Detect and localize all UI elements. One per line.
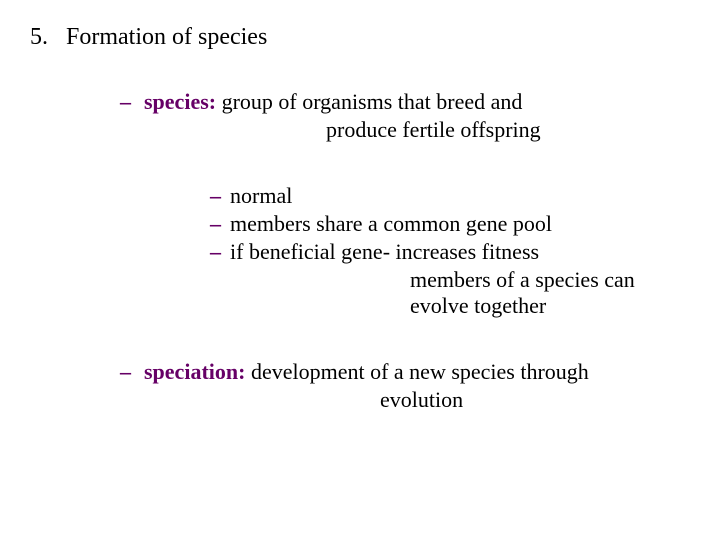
definition-line2: produce fertile offspring xyxy=(326,117,680,143)
slide: 5. Formation of species – species: group… xyxy=(0,0,720,540)
list-item-text-line1: if beneficial gene- increases fitness xyxy=(230,239,539,265)
list-item: – if beneficial gene- increases fitness xyxy=(210,239,680,265)
definition-speciation: – speciation: development of a new speci… xyxy=(120,359,680,413)
bullet-dash-icon: – xyxy=(210,183,230,209)
definition-line2: evolution xyxy=(380,387,680,413)
definition-row: – species: group of organisms that breed… xyxy=(120,89,680,115)
definition-text: species: group of organisms that breed a… xyxy=(144,89,522,115)
definition-species: – species: group of organisms that breed… xyxy=(120,89,680,143)
species-sublist: – normal – members share a common gene p… xyxy=(210,183,680,319)
list-item: – normal xyxy=(210,183,680,209)
bullet-dash-icon: – xyxy=(120,359,144,385)
heading-number: 5. xyxy=(30,24,66,51)
definition-line1: group of organisms that breed and xyxy=(222,89,523,114)
definition-line1: development of a new species through xyxy=(251,359,589,384)
term-colon: : xyxy=(209,89,216,114)
term-colon: : xyxy=(238,359,245,384)
list-item-text: normal xyxy=(230,183,292,209)
bullet-dash-icon: – xyxy=(120,89,144,115)
list-item-text: members share a common gene pool xyxy=(230,211,552,237)
term-speciation: speciation xyxy=(144,359,238,384)
heading: 5. Formation of species xyxy=(30,24,680,51)
definition-text: speciation: development of a new species… xyxy=(144,359,589,385)
bullet-dash-icon: – xyxy=(210,239,230,265)
term-species: species xyxy=(144,89,209,114)
list-item: – members share a common gene pool xyxy=(210,211,680,237)
bullet-dash-icon: – xyxy=(210,211,230,237)
list-item-text-line2: members of a species can evolve together xyxy=(410,267,680,319)
definition-row: – speciation: development of a new speci… xyxy=(120,359,680,385)
heading-title: Formation of species xyxy=(66,24,267,51)
